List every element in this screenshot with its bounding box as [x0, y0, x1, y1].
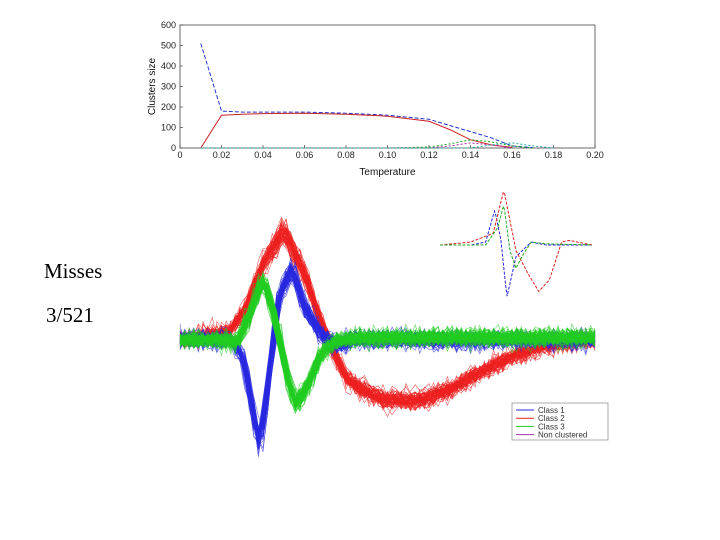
x-tick-label: 0.08: [337, 150, 355, 160]
x-tick-label: 0.18: [545, 150, 563, 160]
series-line: [200, 112, 513, 149]
y-tick-label: 300: [161, 82, 176, 92]
cluster-size-chart: 0 0.02 0.04 0.06 0.08 0.10 0.12 0.14 0.16 0.18 0.2…: [147, 20, 604, 178]
y-tick-label: 100: [161, 123, 176, 133]
waveform-trace: [179, 282, 596, 409]
y-tick-label: 400: [161, 61, 176, 71]
waveform-trace: [179, 268, 596, 444]
misses-label: Misses: [44, 259, 103, 283]
waveform-trace: [179, 229, 596, 409]
y-tick-label: 0: [171, 143, 176, 153]
y-axis-label: Clusters size: [147, 57, 158, 115]
x-tick-label: 0: [177, 150, 182, 160]
waveform-trace: [179, 275, 596, 401]
waveform-trace: [179, 276, 596, 400]
y-tick-label: 200: [161, 102, 176, 112]
inset-trace: [440, 209, 592, 297]
mean-waveform-inset: [439, 190, 593, 297]
x-tick-label: 0.02: [213, 150, 231, 160]
x-tick-label: 0.12: [420, 150, 438, 160]
x-tick-label: 0.10: [379, 150, 397, 160]
plot-frame: [179, 24, 596, 149]
legend-label: Class 3: [538, 422, 565, 431]
x-tick-label: 0.14: [462, 150, 480, 160]
x-tick-label: 0.06: [296, 150, 314, 160]
inset-trace: [440, 204, 592, 270]
waveform-trace: [179, 232, 596, 406]
waveform-trace: [180, 283, 596, 402]
legend-label: Class 2: [538, 414, 565, 423]
waveform-trace: [179, 276, 596, 403]
x-tick-label: 0.16: [503, 150, 521, 160]
x-tick-label: 0.20: [586, 150, 604, 160]
x-axis-label: Temperature: [359, 167, 416, 178]
waveform-trace: [179, 287, 596, 400]
y-tick-label: 600: [161, 20, 176, 30]
legend-label: Non clustered: [538, 431, 587, 440]
y-tick-label: 500: [161, 41, 176, 51]
waveform-trace: [179, 285, 596, 412]
waveform-trace: [179, 276, 596, 401]
inset-trace: [439, 190, 593, 293]
waveform-trace: [179, 240, 596, 404]
legend-box: [511, 402, 609, 441]
x-tick-label: 0.04: [254, 150, 272, 160]
misses-value: 3/521: [46, 303, 94, 327]
legend-label: Class 1: [538, 406, 565, 415]
series-line: [200, 142, 554, 149]
series-line: [200, 43, 533, 149]
